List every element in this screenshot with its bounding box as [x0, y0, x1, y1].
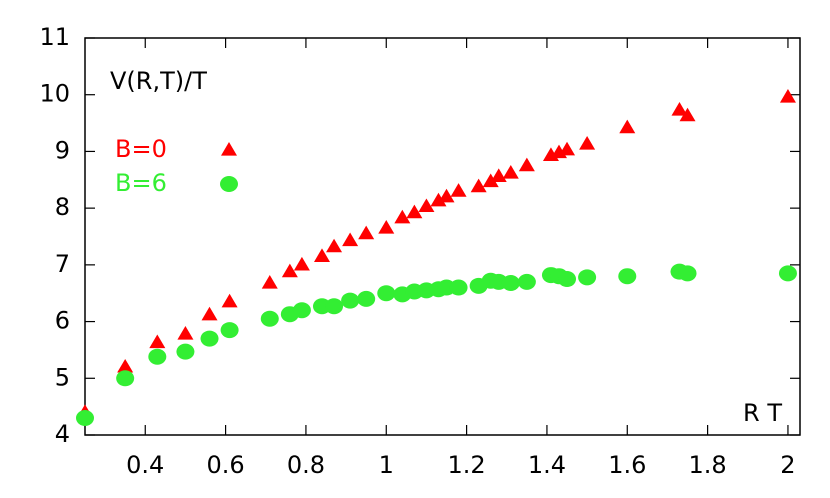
- data-point: [490, 168, 507, 182]
- data-point: [578, 269, 597, 286]
- data-point: [177, 326, 194, 340]
- x-axis-label: R T: [743, 399, 782, 427]
- x-tick-label: 1.4: [528, 451, 566, 479]
- data-point: [579, 136, 596, 150]
- data-point: [200, 330, 219, 347]
- data-point: [378, 219, 395, 234]
- data-point: [261, 275, 278, 289]
- data-point: [325, 298, 344, 315]
- data-point: [176, 343, 195, 360]
- y-tick-label: 6: [55, 307, 70, 335]
- x-tick-label: 0.8: [287, 451, 325, 479]
- data-point: [418, 198, 435, 213]
- legend-marker: [221, 142, 237, 156]
- data-point: [406, 204, 423, 219]
- data-point: [76, 409, 94, 426]
- data-point: [502, 164, 519, 179]
- y-tick-label: 9: [55, 136, 70, 164]
- x-tick-label: 1: [379, 451, 394, 479]
- data-point: [501, 275, 520, 292]
- data-point: [779, 88, 796, 103]
- y-tick-label: 11: [39, 23, 70, 51]
- data-point: [201, 306, 218, 321]
- data-point: [292, 302, 311, 319]
- y-tick-label: 4: [55, 420, 70, 448]
- data-point: [149, 334, 166, 349]
- x-tick-label: 2: [780, 451, 795, 479]
- x-tick-label: 1.6: [608, 451, 646, 479]
- x-tick-label: 0.4: [126, 451, 164, 479]
- data-point: [357, 290, 376, 307]
- data-point: [377, 285, 396, 302]
- data-point: [342, 232, 359, 247]
- x-tick-label: 1.8: [689, 451, 727, 479]
- data-point: [260, 310, 279, 327]
- data-point: [313, 248, 330, 262]
- plot-frame: [84, 37, 801, 436]
- y-tick-label: 10: [39, 80, 70, 108]
- data-point: [517, 273, 536, 290]
- data-point: [558, 271, 577, 288]
- y-axis-label: V(R,T)/T: [110, 67, 207, 95]
- data-point: [430, 192, 447, 207]
- x-tick-label: 1.2: [448, 451, 486, 479]
- data-point: [470, 178, 487, 193]
- data-point: [358, 225, 375, 240]
- data-point: [449, 279, 468, 296]
- legend-label: B=0: [115, 135, 167, 163]
- data-point: [438, 188, 455, 203]
- data-point: [679, 107, 696, 122]
- data-point: [117, 358, 134, 373]
- y-tick-label: 8: [55, 193, 70, 221]
- data-point: [148, 348, 167, 365]
- data-point: [518, 157, 535, 172]
- data-point: [619, 119, 636, 134]
- data-point: [671, 102, 688, 116]
- legend-label: B=6: [115, 169, 167, 197]
- x-tick-label: 0.6: [207, 451, 245, 479]
- data-point: [116, 370, 135, 387]
- data-point: [778, 265, 797, 282]
- data-point: [326, 238, 343, 253]
- data-point: [293, 256, 310, 271]
- data-point: [221, 293, 238, 308]
- data-point: [281, 263, 298, 278]
- y-tick-label: 5: [55, 363, 70, 391]
- legend-marker: [220, 176, 238, 192]
- data-point: [341, 292, 360, 309]
- data-point: [394, 209, 411, 224]
- data-point: [559, 141, 576, 156]
- data-point: [220, 322, 239, 339]
- y-tick-label: 7: [55, 250, 70, 278]
- data-point: [618, 268, 637, 285]
- data-point: [482, 173, 499, 188]
- data-point: [678, 265, 697, 282]
- data-point: [450, 183, 467, 197]
